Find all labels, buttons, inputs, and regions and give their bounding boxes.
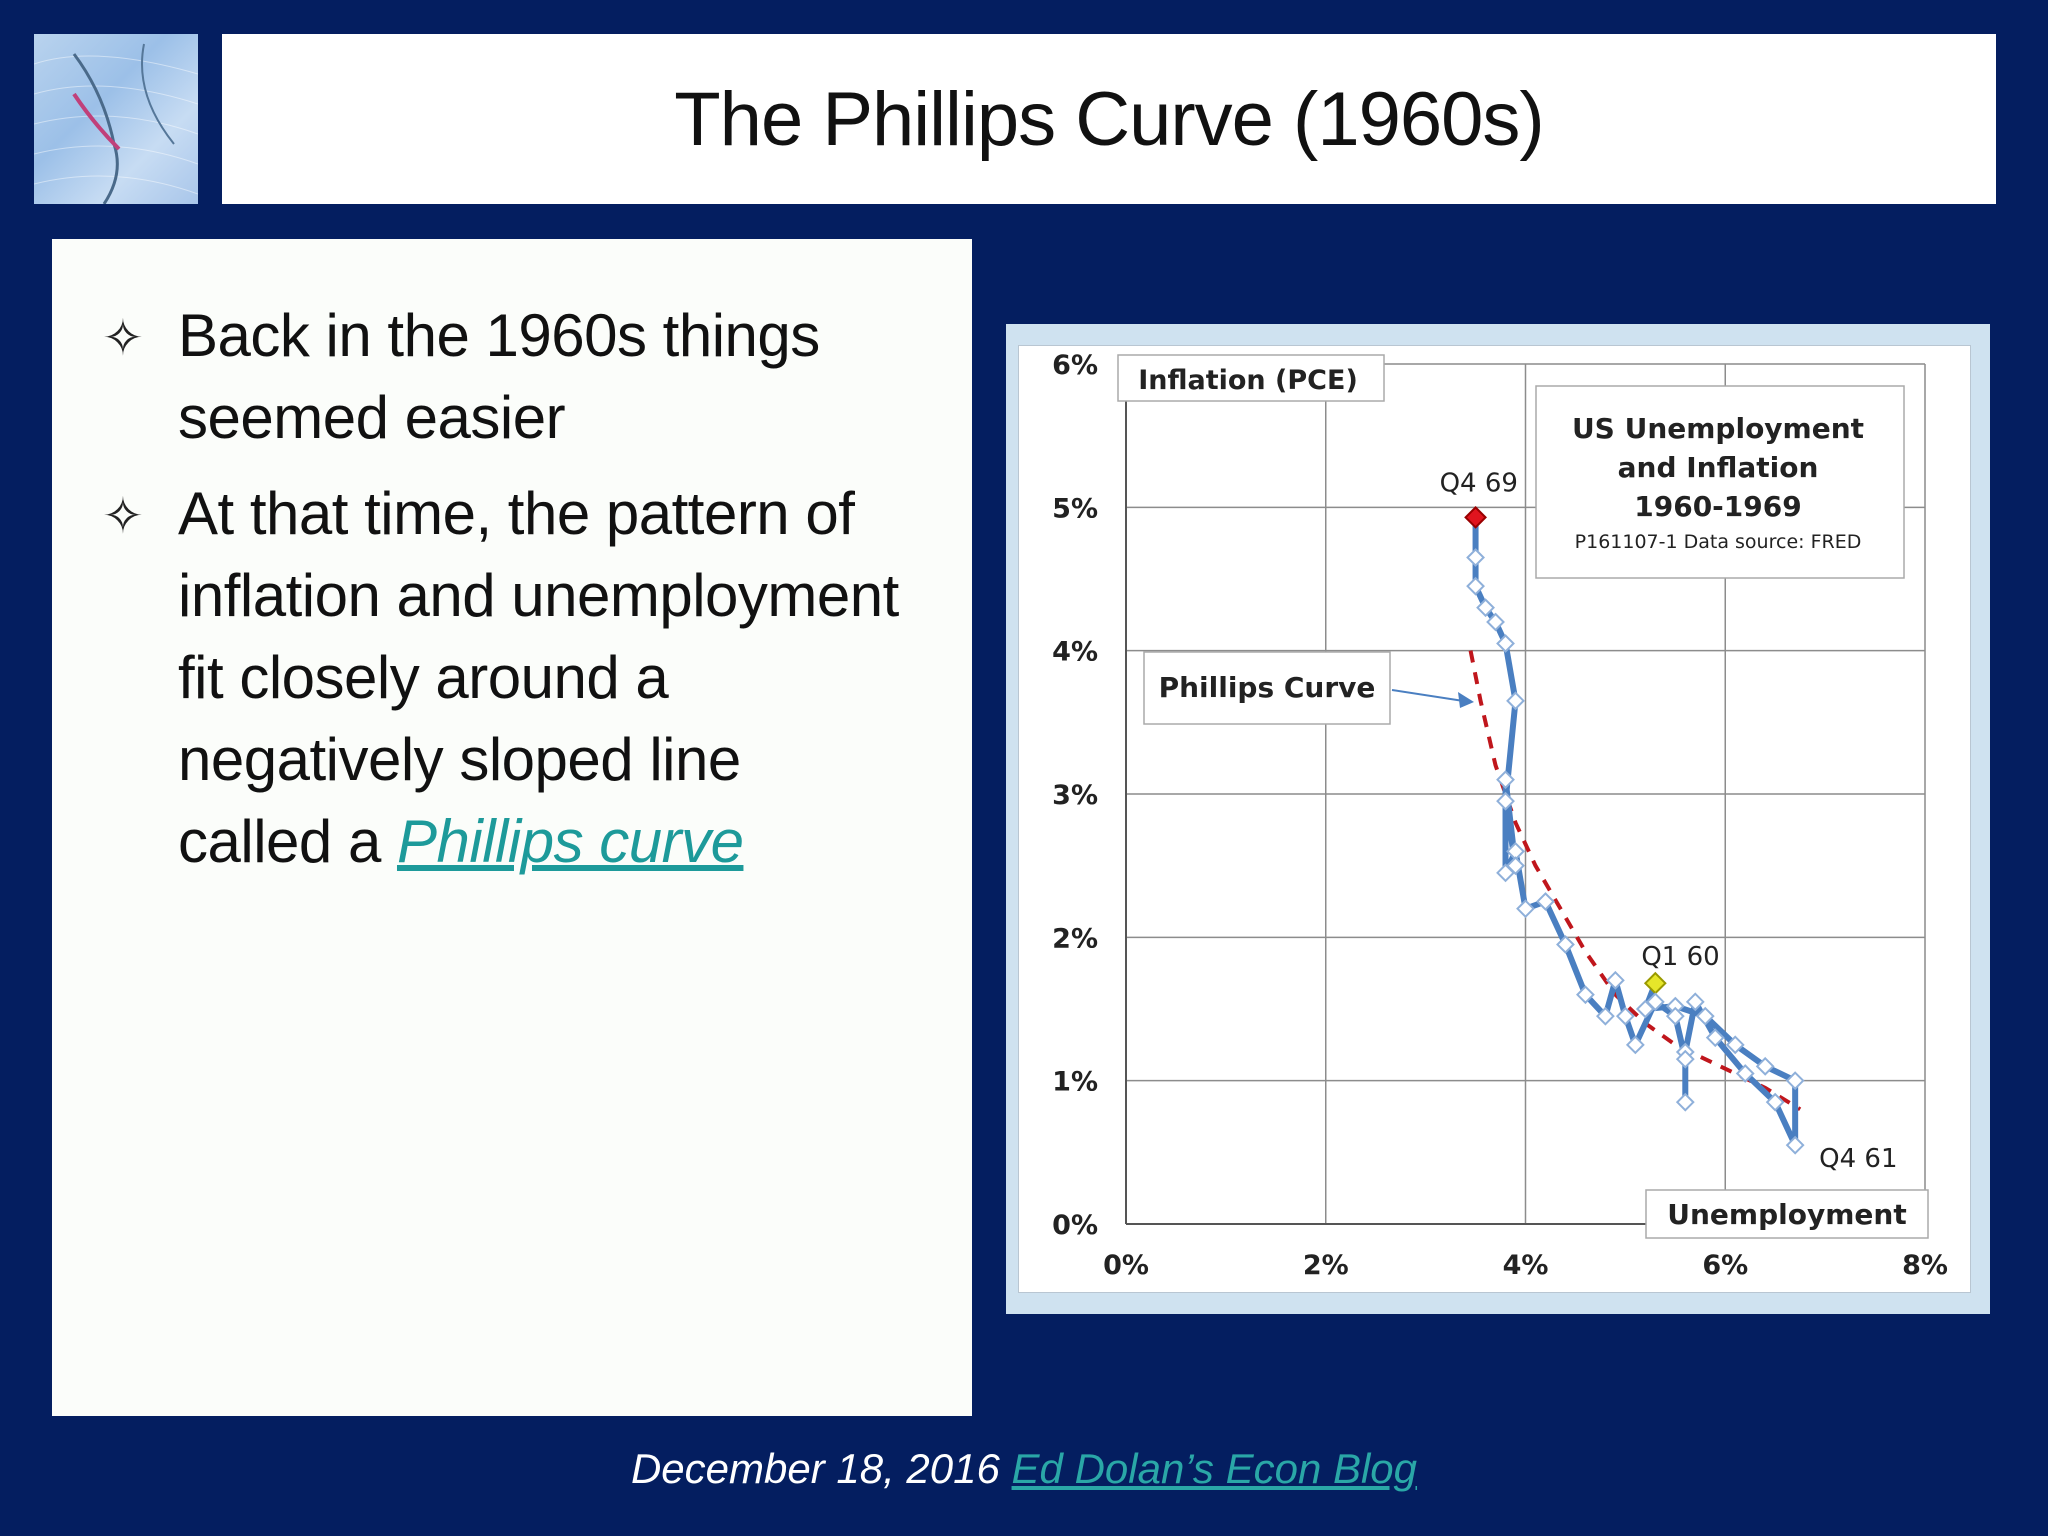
bullet-item: ✧ At that time, the pattern of inflation… <box>50 473 910 883</box>
y-tick-label: 6% <box>1052 350 1098 381</box>
data-point <box>1685 992 1705 1012</box>
data-point <box>1665 1006 1685 1026</box>
data-point <box>1625 1035 1645 1055</box>
point-annotation: Q1 60 <box>1641 942 1719 972</box>
y-tick-label: 4% <box>1052 637 1098 668</box>
xlabel-box <box>1645 1189 1929 1239</box>
data-point <box>1735 1064 1755 1083</box>
data-point <box>1466 576 1485 596</box>
y-tick-label: 2% <box>1052 923 1098 954</box>
callout-text: Phillips Curve <box>1159 671 1376 704</box>
data-point <box>1765 1092 1785 1112</box>
data-point <box>1643 971 1667 995</box>
x-tick-label: 8% <box>1902 1250 1948 1281</box>
data-point <box>1645 992 1665 1012</box>
x-tick-label: 4% <box>1503 1250 1549 1281</box>
y-tick-label: 0% <box>1052 1210 1098 1241</box>
bullet-text: At that time, the pattern of inflation a… <box>178 480 899 875</box>
chart-title-box <box>1535 385 1905 579</box>
source-note: P161107-1 Data source: FRED <box>1575 531 1862 553</box>
data-point <box>1464 505 1487 529</box>
footer-date: December 18, 2016 <box>630 1445 1000 1492</box>
data-point <box>1556 935 1575 954</box>
data-point <box>1536 892 1555 911</box>
y-tick-label: 5% <box>1052 493 1098 524</box>
data-point <box>1785 1135 1805 1155</box>
data-point <box>1516 899 1535 919</box>
data-point <box>1705 1028 1725 1048</box>
data-point <box>1675 1092 1695 1112</box>
footer: December 18, 2016 Ed Dolan’s Econ Blog <box>0 1445 2048 1493</box>
data-point <box>1695 1006 1715 1026</box>
point-annotation: Q4 61 <box>1819 1144 1897 1174</box>
data-point <box>1755 1056 1775 1076</box>
data-point <box>1605 970 1625 990</box>
y-tick-label: 3% <box>1052 780 1098 811</box>
data-point <box>1496 634 1515 653</box>
callout-arrow-head-icon <box>1458 692 1474 708</box>
title-bar: The Phillips Curve (1960s) <box>222 34 1996 204</box>
bullet-item: ✧ Back in the 1960s things seemed easier <box>50 295 910 459</box>
x-tick-label: 0% <box>1103 1250 1149 1281</box>
x-tick-label: 6% <box>1702 1250 1748 1281</box>
x-tick-label: 2% <box>1303 1250 1349 1281</box>
data-point <box>1595 1006 1615 1026</box>
logo-graphic <box>34 43 198 204</box>
callout-box <box>1143 651 1391 725</box>
bullet-list: ✧ Back in the 1960s things seemed easier… <box>50 295 910 897</box>
chart-title-line: 1960-1969 <box>1634 490 1801 523</box>
data-point <box>1506 691 1525 711</box>
callout-arrow-line <box>1391 689 1471 703</box>
footer-blog-link[interactable]: Ed Dolan’s Econ Blog <box>1011 1445 1418 1492</box>
four-point-star-bullet-icon: ✧ <box>102 487 144 545</box>
slide-logo <box>34 34 198 204</box>
chart-title-line: US Unemployment <box>1572 412 1864 445</box>
slide-title: The Phillips Curve (1960s) <box>674 76 1544 162</box>
data-point <box>1476 598 1495 618</box>
x-axis-label: Unemployment <box>1667 1198 1906 1231</box>
bullet-text: Back in the 1960s things seemed easier <box>178 302 820 451</box>
y-axis-label: Inflation (PCE) <box>1138 365 1358 396</box>
four-point-star-bullet-icon: ✧ <box>102 309 144 367</box>
data-point <box>1615 1006 1635 1026</box>
point-annotation: Q4 69 <box>1440 468 1518 498</box>
data-point <box>1785 1071 1805 1091</box>
data-point <box>1486 612 1505 632</box>
data-point <box>1675 1049 1695 1069</box>
data-point <box>1725 1035 1745 1055</box>
data-point <box>1496 791 1515 811</box>
phillips-curve-link[interactable]: Phillips curve <box>396 808 744 875</box>
y-tick-label: 1% <box>1052 1067 1098 1098</box>
data-point <box>1576 985 1595 1005</box>
chart-title-line: and Inflation <box>1618 451 1819 484</box>
data-point <box>1466 548 1485 567</box>
ylabel-box <box>1117 354 1385 402</box>
phillips-curve-trendline <box>1468 650 1802 1112</box>
data-point <box>1496 770 1515 790</box>
text-panel <box>52 239 972 1416</box>
data-point <box>1506 856 1525 876</box>
